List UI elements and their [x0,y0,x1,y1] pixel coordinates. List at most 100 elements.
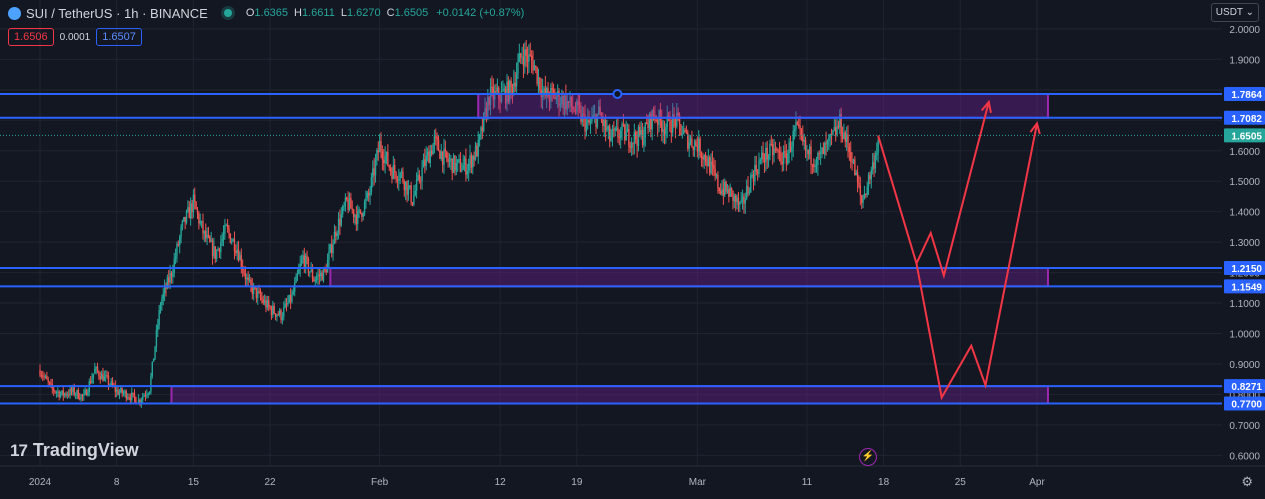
candle-body [196,209,199,214]
candle-body [173,259,175,273]
candle-body [251,284,253,295]
candle-body [400,171,403,174]
projection-line [915,123,1038,401]
candle-body [584,114,586,132]
candle-body [602,119,604,127]
candle-body [106,375,108,377]
candle-body [233,239,236,252]
candle-body [651,110,653,130]
candle-body [754,164,756,182]
ohlc-high: H1.6611 [294,7,335,19]
candle-body [387,151,389,166]
candle-body [92,373,95,379]
candle-body [207,234,210,237]
candle-body [767,156,770,160]
candle-body [554,92,556,100]
candle-body [161,299,163,306]
gear-icon[interactable]: ⚙ [1241,474,1253,489]
candle-body [96,366,99,372]
chart-header: SUI / TetherUS · 1h · BINANCE O1.6365 H1… [8,4,524,22]
candle-body [277,314,279,316]
candle-body [633,131,636,144]
currency-selector[interactable]: USDT ⌄ [1210,3,1259,22]
candle-body [637,126,640,147]
candle-body [274,313,277,317]
candle-body [845,134,848,142]
candle-body [184,216,186,223]
candle-body [691,138,693,147]
candle-body [833,127,836,131]
price-tag-label: 1.1549 [1231,282,1262,293]
candle-body [792,130,794,147]
candle-body [674,117,677,127]
candle-body [596,113,599,128]
candle-body [543,88,545,91]
candle-body [702,157,704,160]
candle-body [421,167,423,181]
candle-body [824,142,826,155]
candle-body [140,399,143,403]
candle-body [817,153,819,165]
candle-body [822,147,825,155]
candle-body [122,393,125,395]
candle-body [129,397,132,401]
candle-body [40,375,43,377]
candle-body [335,231,337,237]
candle-body [655,119,657,121]
candle-body [533,66,536,71]
candle-body [539,77,541,90]
candle-body [510,80,512,87]
candle-body [715,174,718,176]
candle-body [176,244,178,257]
candle-body [662,129,664,132]
candle-body [218,248,221,253]
candle-body [192,194,195,212]
candle-body [222,234,225,239]
candle-body [458,159,460,161]
candle-body [441,151,444,165]
candle-body [373,168,375,176]
candle-body [133,393,136,398]
candle-body [496,87,499,92]
candle-body [194,194,196,202]
candle-body [659,110,662,121]
candle-body [346,197,348,200]
candle-body [507,81,510,102]
candle-body [76,390,78,395]
candle-body [480,127,482,135]
candle-body [867,175,870,187]
candle-body [174,256,177,260]
candle-body [243,270,245,274]
buy-price-button[interactable]: 1.6507 [96,28,142,46]
candle-body [126,397,129,399]
candle-body [793,129,796,131]
candle-body [437,139,440,151]
lightning-icon[interactable]: ⚡ [859,448,877,466]
candle-body [796,122,799,125]
candle-body [704,155,707,163]
candle-body [446,151,448,159]
candle-body [839,113,841,128]
candle-body [803,139,805,142]
ohlc-open: O1.6365 [245,7,289,19]
candle-body [135,397,137,404]
candle-body [240,255,243,267]
candle-body [348,197,351,210]
candle-body [744,199,746,204]
candle-body [139,399,141,403]
price-tag-bg [1224,110,1265,125]
candle-body [865,193,867,195]
candle-body [628,129,630,147]
candle-body [142,396,144,400]
spread-value: 0.0001 [59,31,91,43]
symbol-title[interactable]: SUI / TetherUS · 1h · BINANCE [26,5,208,21]
candle-body [435,136,437,138]
candle-body [656,120,659,125]
candle-body [235,251,237,254]
candle-body [598,106,600,114]
candle-body [146,394,148,396]
candle-body [265,300,267,308]
candle-body [703,155,705,160]
sell-price-button[interactable]: 1.6506 [8,28,54,46]
